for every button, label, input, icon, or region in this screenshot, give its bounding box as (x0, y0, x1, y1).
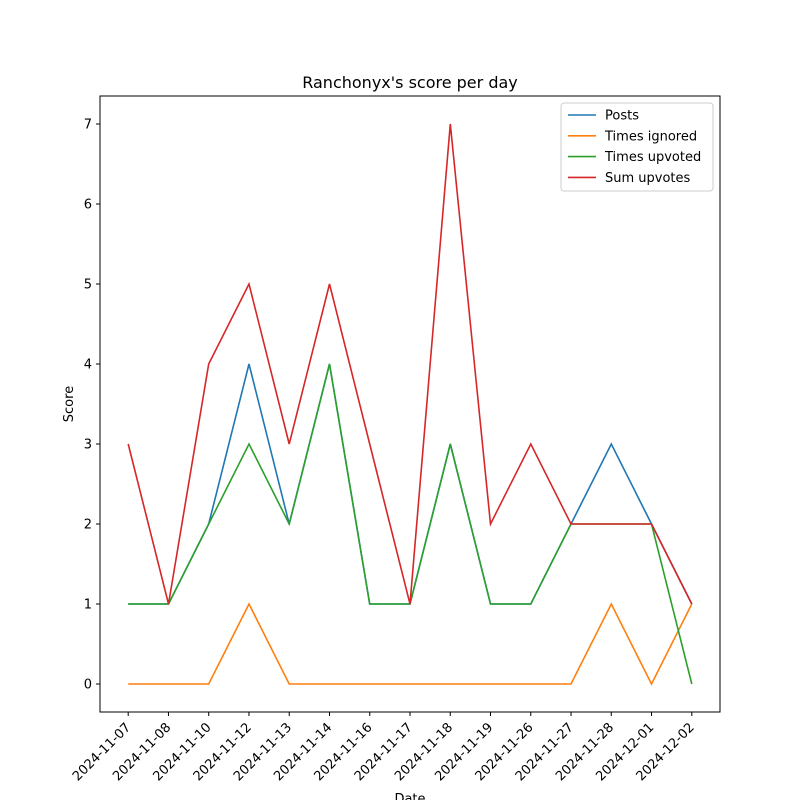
chart-title: Ranchonyx's score per day (302, 73, 518, 92)
x-axis-label: Date (394, 792, 425, 800)
y-tick-label: 5 (84, 278, 92, 293)
y-tick-label: 3 (84, 438, 92, 453)
legend: Posts Times ignored Times upvoted Sum upvot… (560, 102, 714, 192)
legend-box (560, 102, 714, 192)
legend-label: Times upvoted (604, 150, 701, 165)
y-tick-label: 6 (84, 198, 92, 213)
legend-label: Posts (605, 109, 639, 124)
y-tick-label: 0 (84, 678, 92, 693)
y-tick-label: 7 (84, 118, 92, 133)
y-tick-label: 4 (84, 358, 92, 373)
y-tick-label: 2 (84, 518, 92, 533)
legend-label: Times ignored (604, 129, 697, 144)
legend-label: Sum upvotes (605, 171, 691, 186)
y-axis-label: Score (62, 386, 77, 422)
y-tick-label: 1 (84, 598, 92, 613)
series-line-3 (127, 123, 693, 605)
series-line-1 (128, 602, 693, 686)
